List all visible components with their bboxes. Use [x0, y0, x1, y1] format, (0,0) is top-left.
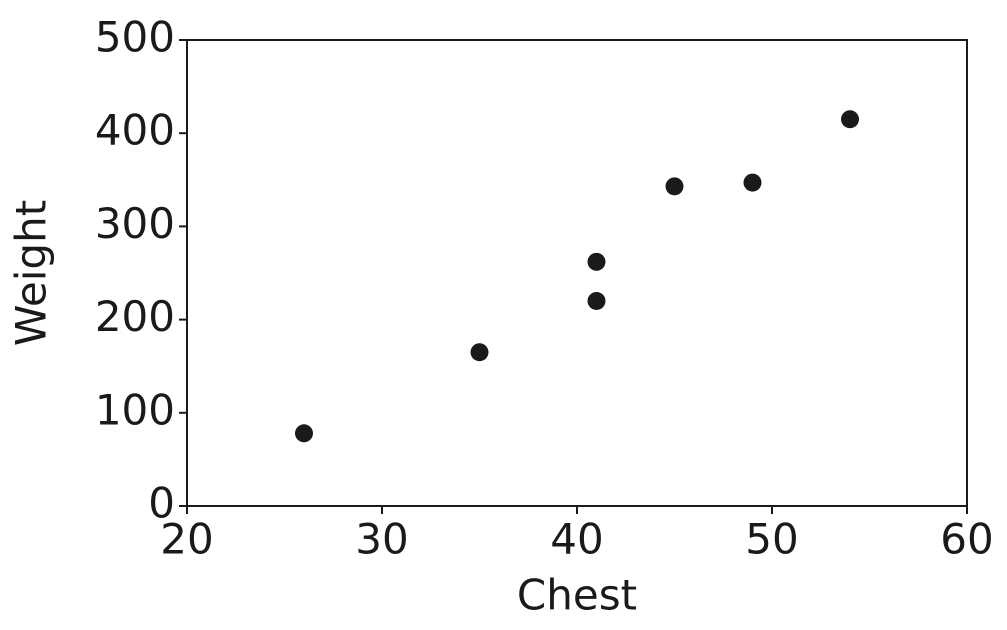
- point: [841, 110, 859, 129]
- y-tick-label: 0: [148, 479, 175, 528]
- x-tick-label: 40: [550, 515, 603, 564]
- point: [665, 177, 684, 196]
- y-tick-label: 500: [95, 13, 175, 62]
- point: [743, 173, 762, 192]
- x-axis-label: Chest: [517, 571, 637, 620]
- x-tick-label: 50: [745, 515, 798, 564]
- x-tick-label: 60: [940, 515, 993, 564]
- x-tick-label: 30: [355, 515, 408, 564]
- point: [295, 424, 313, 443]
- point: [587, 252, 606, 271]
- y-tick-label: 200: [95, 292, 175, 341]
- y-tick-label: 300: [95, 199, 175, 248]
- y-tick-label: 400: [95, 106, 175, 155]
- x-tick-label: 20: [160, 515, 213, 564]
- y-tick-label: 100: [95, 385, 175, 434]
- point: [587, 291, 606, 310]
- point: [470, 343, 489, 362]
- y-axis-label: Weight: [7, 200, 56, 346]
